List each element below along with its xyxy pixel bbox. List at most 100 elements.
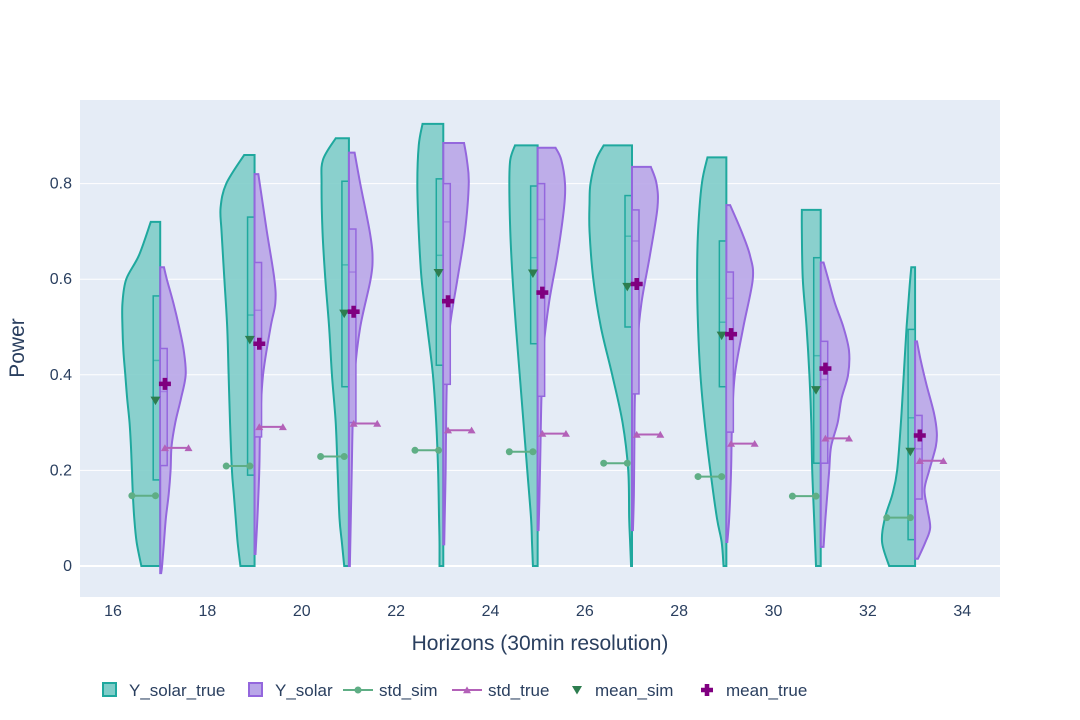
- mean-sim-marker[interactable]: [527, 269, 538, 278]
- violin-box: [159, 347, 168, 467]
- std-sim-marker[interactable]: [883, 514, 891, 522]
- mean-true-marker[interactable]: [253, 337, 266, 350]
- mean-true-marker[interactable]: [913, 429, 926, 442]
- mean-sim-marker[interactable]: [433, 268, 444, 278]
- violin-y-solar[interactable]: [159, 266, 187, 575]
- std-true-marker[interactable]: [939, 457, 948, 465]
- violin-box: [819, 340, 829, 464]
- mean-sim-marker[interactable]: [716, 331, 727, 341]
- violin-box: [152, 295, 161, 481]
- legend-swatch: [248, 682, 263, 697]
- mean-true-marker[interactable]: [347, 305, 360, 318]
- std-sim-marker[interactable]: [151, 492, 159, 500]
- std-sim-marker[interactable]: [222, 462, 230, 470]
- std-sim-marker[interactable]: [435, 446, 443, 454]
- mean-sim-marker[interactable]: [244, 335, 255, 345]
- std-sim-marker[interactable]: [623, 459, 631, 467]
- violin-box: [812, 256, 822, 464]
- std-true-marker[interactable]: [727, 439, 736, 447]
- std-true-marker[interactable]: [845, 434, 854, 442]
- violin-y-solar[interactable]: [914, 340, 938, 560]
- mean-true-marker[interactable]: [819, 362, 832, 375]
- std-true-marker[interactable]: [915, 457, 924, 465]
- x-tick-labels: 16 18 20 22 24 26 28 30 32 34: [104, 603, 971, 620]
- x-axis-title: Horizons (30min resolution): [412, 632, 669, 655]
- x-tick-label: 30: [765, 603, 783, 620]
- mean-sim-marker[interactable]: [811, 386, 821, 395]
- legend-item-mean-true[interactable]: mean_true: [701, 681, 807, 700]
- mean-sim-marker[interactable]: [905, 447, 916, 457]
- std-true-marker[interactable]: [821, 434, 830, 442]
- legend-label: std_true: [488, 681, 549, 700]
- std-true-marker[interactable]: [184, 444, 193, 452]
- mean-sim-marker[interactable]: [339, 309, 350, 319]
- mean-true-marker[interactable]: [536, 286, 549, 299]
- violin-y-solar-true[interactable]: [588, 144, 633, 567]
- mean-sim-marker[interactable]: [622, 282, 633, 292]
- x-tick-label: 24: [482, 603, 500, 620]
- mean-sim-marker[interactable]: [150, 396, 161, 406]
- std-sim-marker[interactable]: [505, 448, 513, 456]
- violin-box: [631, 209, 640, 395]
- y-axis-title: Power: [6, 318, 29, 378]
- std-true-marker[interactable]: [160, 444, 169, 452]
- violin-box: [348, 228, 357, 424]
- mean-true-marker[interactable]: [442, 295, 454, 308]
- std-sim-marker[interactable]: [718, 473, 726, 481]
- std-true-marker[interactable]: [255, 423, 264, 431]
- std-true-marker[interactable]: [632, 430, 641, 438]
- y-tick-label: 0.8: [50, 176, 72, 193]
- violin-y-solar[interactable]: [819, 261, 851, 548]
- x-tick-label: 32: [859, 603, 877, 620]
- violin-box: [624, 194, 633, 328]
- legend-item-y-solar-true[interactable]: Y_solar_true: [102, 681, 225, 700]
- std-true-marker[interactable]: [373, 419, 382, 427]
- y-tick-label: 0: [63, 558, 72, 575]
- std-true-marker[interactable]: [561, 429, 570, 437]
- mean-true-marker[interactable]: [725, 328, 738, 341]
- std-sim-marker[interactable]: [694, 473, 702, 481]
- mean-true-marker[interactable]: [630, 277, 643, 290]
- std-sim-marker[interactable]: [246, 462, 254, 470]
- std-sim-marker[interactable]: [788, 492, 796, 500]
- std-sim-marker[interactable]: [529, 448, 537, 456]
- mean-true-marker[interactable]: [158, 377, 171, 390]
- x-tick-label: 16: [104, 603, 122, 620]
- y-tick-label: 0.2: [50, 462, 72, 479]
- legend-swatch: [701, 684, 713, 696]
- violin-box: [341, 180, 350, 388]
- legend-label: Y_solar: [275, 681, 333, 700]
- violin-box: [246, 216, 256, 476]
- legend-swatch: [572, 686, 582, 695]
- violin-y-solar-true[interactable]: [880, 266, 917, 567]
- legend-item-std-sim[interactable]: std_sim: [343, 681, 438, 700]
- std-sim-marker[interactable]: [411, 446, 419, 454]
- y-tick-labels: 0 0.2 0.4 0.6 0.8: [50, 176, 72, 575]
- violin-y-solar-true[interactable]: [121, 220, 162, 567]
- std-true-marker[interactable]: [750, 439, 759, 447]
- x-tick-label: 18: [198, 603, 216, 620]
- std-sim-marker[interactable]: [906, 514, 914, 522]
- legend[interactable]: Y_solar_true Y_solar std_sim std_true mean_s…: [102, 681, 807, 700]
- std-true-marker[interactable]: [349, 419, 358, 427]
- legend-label: std_sim: [379, 681, 438, 700]
- std-true-marker[interactable]: [278, 423, 287, 431]
- violin-box: [442, 182, 452, 386]
- std-true-marker[interactable]: [538, 429, 547, 437]
- legend-label: mean_true: [726, 681, 807, 700]
- legend-swatch-marker: [463, 686, 471, 694]
- std-sim-marker[interactable]: [317, 453, 325, 461]
- std-true-marker[interactable]: [444, 426, 452, 434]
- legend-item-std-true[interactable]: std_true: [452, 681, 549, 700]
- std-sim-marker[interactable]: [340, 453, 348, 461]
- x-tick-label: 20: [293, 603, 311, 620]
- std-sim-marker[interactable]: [812, 492, 820, 500]
- std-true-marker[interactable]: [656, 430, 665, 438]
- legend-item-mean-sim[interactable]: mean_sim: [572, 681, 673, 700]
- std-sim-marker[interactable]: [128, 492, 136, 500]
- std-true-marker[interactable]: [467, 426, 476, 434]
- legend-item-y-solar[interactable]: Y_solar: [248, 681, 333, 700]
- violin-y-solar-true[interactable]: [219, 153, 256, 567]
- std-sim-marker[interactable]: [600, 459, 608, 467]
- violin-box: [914, 414, 923, 500]
